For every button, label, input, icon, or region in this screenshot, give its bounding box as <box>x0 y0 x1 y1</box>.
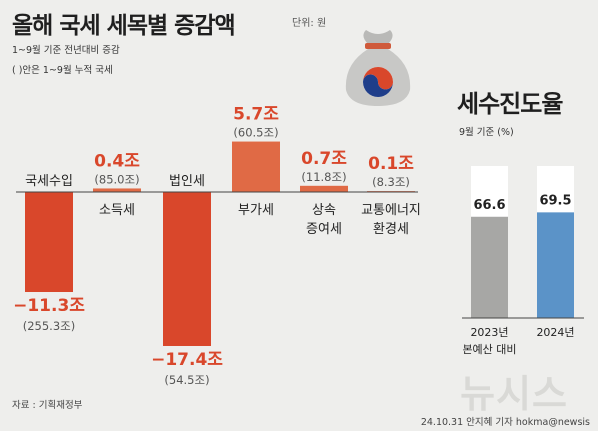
category-label-3: 부가세 <box>238 203 274 218</box>
credit-line: 24.10.31 안지혜 기자 hokma@newsis <box>420 417 590 428</box>
cumulative-label-3: (60.5조) <box>233 126 278 140</box>
category-label-0: 국세수입 <box>25 174 73 189</box>
bar-1 <box>93 188 141 192</box>
cumulative-label-4: (11.8조) <box>301 170 346 184</box>
progress-category-1: 2024년 <box>536 326 574 339</box>
category-label-4: 상속 <box>312 203 336 218</box>
value-label-2: −17.4조 <box>151 350 223 370</box>
bar-3 <box>232 141 280 192</box>
side-chart-title: 세수진도율 <box>457 90 563 118</box>
category-label-4-line2: 증여세 <box>306 222 342 237</box>
source-label: 자료 : 기획재정부 <box>12 400 83 411</box>
value-label-5: 0.1조 <box>368 154 414 174</box>
category-label-2: 법인세 <box>169 174 205 189</box>
category-label-5: 교통에너지 <box>361 203 421 218</box>
cumulative-label-1: (85.0조) <box>94 172 139 186</box>
progress-category-0: 2023년 <box>470 326 508 339</box>
bar-0 <box>25 192 73 293</box>
side-chart-subtitle: 9월 기준 (%) <box>459 127 514 138</box>
value-label-0: −11.3조 <box>13 296 85 316</box>
bar-4 <box>300 185 348 192</box>
progress-category-0-line2: 본예산 대비 <box>462 343 516 356</box>
cumulative-label-2: (54.5조) <box>164 373 209 387</box>
progress-value-0: 66.6 <box>473 198 505 213</box>
note-cumulative: ( )안은 1~9월 누적 국세 <box>12 65 113 76</box>
progress-bar-0 <box>471 216 508 318</box>
value-label-1: 0.4조 <box>94 151 140 171</box>
value-label-3: 5.7조 <box>233 105 279 125</box>
progress-bar-1 <box>537 212 574 318</box>
bar-2 <box>163 192 211 346</box>
chart-title: 올해 국세 세목별 증감액 <box>12 13 236 39</box>
progress-value-1: 69.5 <box>539 193 571 208</box>
cumulative-label-5: (8.3조) <box>372 175 410 189</box>
category-label-5-line2: 환경세 <box>373 222 409 237</box>
newsis-watermark: 뉴시스 <box>460 372 568 416</box>
unit-label: 단위: 원 <box>292 18 327 29</box>
category-label-1: 소득세 <box>99 203 135 218</box>
money-bag-icon <box>345 30 411 106</box>
cumulative-label-0: (255.3조) <box>23 319 75 333</box>
value-label-4: 0.7조 <box>301 149 347 169</box>
note-basis: 1~9월 기준 전년대비 증감 <box>12 45 120 56</box>
